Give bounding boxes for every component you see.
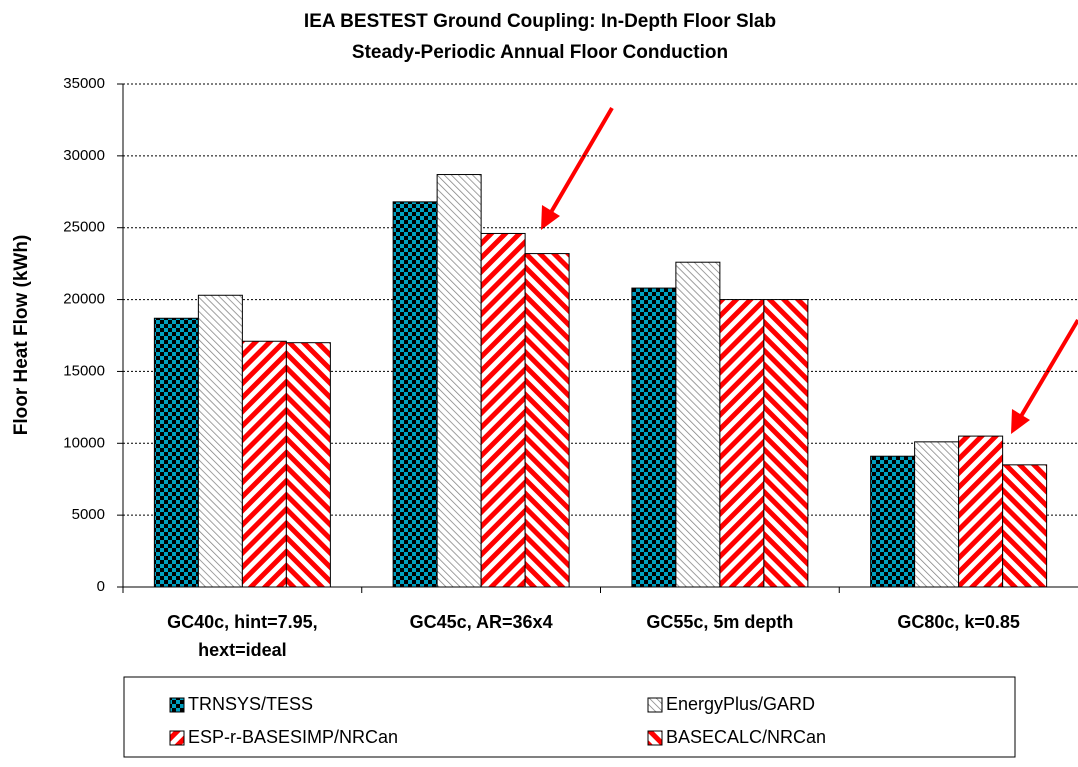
bar [436, 174, 482, 588]
legend-swatch [169, 730, 185, 746]
chart-subtitle: Steady-Periodic Annual Floor Conduction [352, 42, 728, 63]
legend-swatch [647, 730, 663, 746]
y-tick-label: 15000 [63, 362, 105, 379]
x-tick-label: GC55c, 5m depth [646, 612, 793, 632]
bar [524, 253, 570, 588]
bar [241, 340, 287, 588]
y-tick-label: 0 [97, 578, 105, 595]
legend-label: TRNSYS/TESS [188, 694, 313, 714]
bar [675, 261, 721, 588]
y-tick-label: 5000 [72, 506, 105, 523]
x-tick-label: GC80c, k=0.85 [897, 612, 1020, 632]
y-axis-title: Floor Heat Flow (kWh) [11, 235, 32, 436]
bar [197, 294, 243, 588]
bar [480, 232, 526, 588]
x-tick-label: GC45c, AR=36x4 [410, 612, 553, 632]
legend-label: ESP-r-BASESIMP/NRCan [188, 727, 398, 747]
bar [914, 441, 960, 588]
bar [719, 299, 765, 588]
bar [763, 299, 809, 588]
legend-label: BASECALC/NRCan [666, 727, 826, 747]
bar [958, 435, 1004, 588]
y-tick-label: 25000 [63, 219, 105, 236]
arrow [1011, 318, 1078, 434]
y-tick-label: 20000 [63, 291, 105, 308]
bar [631, 287, 677, 588]
bar [870, 455, 916, 588]
y-tick-label: 10000 [63, 434, 105, 451]
arrow [541, 106, 614, 230]
bar [153, 317, 199, 588]
legend-label: EnergyPlus/GARD [666, 694, 815, 714]
bar [392, 201, 438, 588]
bar [1002, 464, 1048, 588]
y-tick-label: 30000 [63, 147, 105, 164]
y-tick-label: 35000 [63, 75, 105, 92]
bar [285, 342, 331, 588]
legend-box [123, 676, 1016, 758]
legend-swatch [169, 697, 185, 713]
x-tick-label: GC40c, hint=7.95, hext=ideal [167, 612, 318, 660]
legend-swatch [647, 697, 663, 713]
chart-title: IEA BESTEST Ground Coupling: In-Depth Fl… [304, 11, 776, 32]
